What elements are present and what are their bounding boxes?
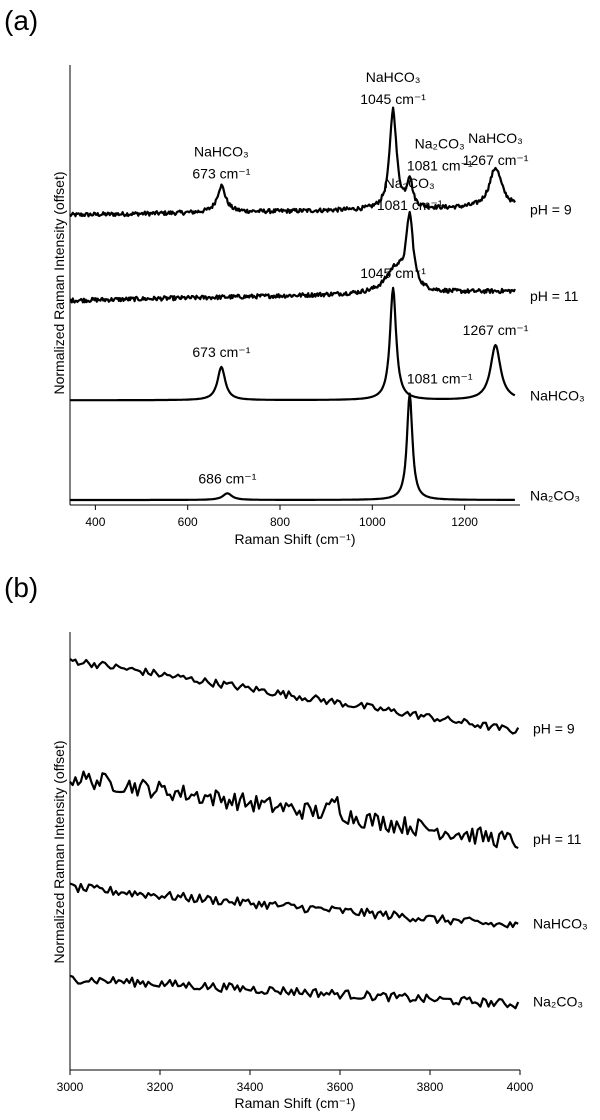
- panel-a-trace-nahco3: [69, 286, 516, 402]
- panel-a-trace-ph-9: [69, 106, 516, 218]
- panel-b-trace-na2co3: [69, 974, 520, 1010]
- panel-a-peak-annotation: 673 cm⁻¹: [192, 165, 250, 181]
- panel-b-trace-ph-11: [69, 770, 519, 850]
- panel-b-tick-label: 3400: [237, 1080, 264, 1094]
- panel-b-x-ticks: 3000 3200 3400 3600 3800 4000: [57, 1070, 534, 1094]
- panel-a-peak-annotation: 1267 cm⁻¹: [463, 322, 529, 338]
- panel-a-tick-label: 800: [270, 515, 290, 529]
- panel-b-tick-label: 3200: [147, 1080, 174, 1094]
- panel-b-series-label-ph-9: pH = 9: [533, 721, 575, 737]
- panel-a-peak-annotation: 1267 cm⁻¹: [463, 152, 529, 168]
- panel-b-series-label-na2co3: Na₂CO₃: [533, 994, 583, 1010]
- panel-b-trace-nahco3: [69, 882, 519, 929]
- panel-a-peak-annotation: NaHCO₃: [194, 143, 249, 159]
- panel-a-letter: (a): [4, 5, 38, 36]
- panel-a-peak-annotation: 1045 cm⁻¹: [360, 265, 426, 281]
- panel-a-series-label-ph-11: pH = 11: [530, 288, 579, 304]
- panel-b-series-labels: pH = 9 pH = 11 NaHCO₃ Na₂CO₃: [533, 721, 588, 1010]
- panel-a-trace-ph-11: [69, 210, 516, 304]
- panel-a-peak-annotation: NaHCO₃: [366, 69, 421, 85]
- panel-a-peak-annotation: 673 cm⁻¹: [192, 344, 250, 360]
- panel-a-tick-label: 400: [85, 515, 105, 529]
- panel-b-tick-label: 3000: [57, 1080, 84, 1094]
- panel-a-tick-label: 1200: [451, 515, 478, 529]
- panel-a-xlabel: Raman Shift (cm⁻¹): [235, 531, 356, 547]
- panel-a-peak-annotation: 1045 cm⁻¹: [360, 91, 426, 107]
- panel-a-annotations: NaHCO₃ 673 cm⁻¹ NaHCO₃ 1045 cm⁻¹ Na₂CO₃ 1081 …: [192, 69, 528, 486]
- panel-b-tick-label: 3600: [327, 1080, 354, 1094]
- panel-a-peak-annotation: Na₂CO₃: [385, 175, 435, 191]
- panel-a-series-label-ph-9: pH = 9: [530, 201, 572, 217]
- panel-b-trace-ph-9: [69, 658, 520, 735]
- panel-b: (b) 3000 3200 3400 3600 3800 4000 pH = 9pH = …: [4, 572, 588, 1111]
- panel-b-series-label-ph-11: pH = 11: [533, 831, 582, 847]
- panel-b-tick-label: 4000: [507, 1080, 534, 1094]
- panel-b-letter: (b): [4, 572, 38, 603]
- panel-a-series-labels: pH = 9 pH = 11 NaHCO₃ Na₂CO₃: [530, 201, 585, 503]
- panel-a-tick-label: 600: [178, 515, 198, 529]
- panel-b-xlabel: Raman Shift (cm⁻¹): [235, 1095, 356, 1111]
- panel-a-peak-annotation: Na₂CO₃: [415, 135, 465, 151]
- panel-b-series-label-nahco3: NaHCO₃: [533, 916, 588, 932]
- panel-a-peak-annotation: 1081 cm⁻¹: [407, 371, 473, 387]
- panel-a-traces: [69, 106, 516, 502]
- panel-a-trace-na2co3: [69, 392, 516, 502]
- panel-a-series-label-nahco3: NaHCO₃: [530, 388, 585, 404]
- panel-a-x-ticks: 400 600 800 1000 1200: [85, 505, 478, 529]
- panel-a-ylabel: Normalized Raman Intensity (offset): [51, 171, 67, 394]
- panel-b-ylabel: Normalized Raman Intensity (offset): [51, 740, 67, 963]
- panel-a-series-label-na2co3: Na₂CO₃: [530, 487, 580, 503]
- panel-a-peak-annotation: 1081 cm⁻¹: [407, 157, 473, 173]
- panel-b-traces: [69, 658, 520, 1010]
- panel-a-peak-annotation: NaHCO₃: [468, 130, 523, 146]
- panel-a-peak-annotation: 686 cm⁻¹: [198, 470, 256, 486]
- panel-b-tick-label: 3800: [417, 1080, 444, 1094]
- panel-a-peak-annotation: 1081 cm⁻¹: [377, 197, 443, 213]
- panel-a-tick-label: 1000: [359, 515, 386, 529]
